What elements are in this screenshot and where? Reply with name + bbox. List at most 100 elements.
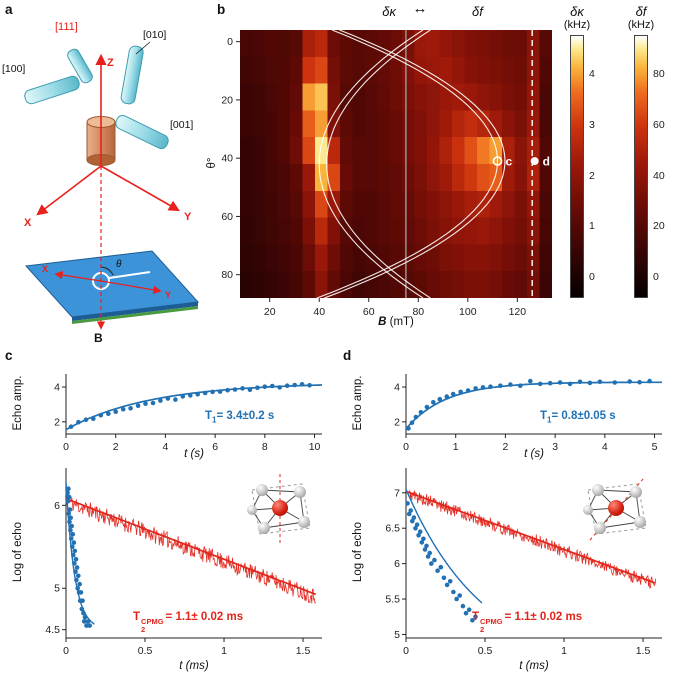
t2-plot-d: 0 0.5 1 1.5 5 5.5 6 6.5 7 t (ms)	[385, 468, 662, 672]
svg-text:8: 8	[262, 441, 268, 453]
svg-text:0: 0	[63, 441, 69, 453]
colorbar1-title: δκ	[570, 4, 584, 19]
svg-text:5: 5	[394, 629, 400, 641]
t2-annotation-d: T CPMG 2 = 1.1± 0.02 ms	[472, 611, 582, 633]
ylabel-echo-amp-c: Echo amp.	[12, 375, 24, 431]
svg-text:0: 0	[403, 441, 409, 453]
marker-label-c: c	[506, 155, 513, 169]
colorbar2-title: δf	[635, 4, 647, 19]
svg-text:0: 0	[403, 645, 409, 657]
colorbar-f-gradient	[634, 35, 648, 298]
svg-text:40: 40	[313, 306, 325, 318]
panel-d-label: d	[343, 348, 352, 363]
svg-text:6: 6	[394, 558, 400, 570]
svg-text:1: 1	[221, 645, 227, 657]
svg-text:4: 4	[162, 441, 168, 453]
t1-plot-c: 0 2 4 6 8 10 2 4 t (s)	[54, 374, 322, 460]
colorbar-f: 0 20 40 60 80	[634, 35, 685, 298]
delta-kappa-symbol: δκ	[382, 4, 396, 19]
svg-text:6: 6	[54, 500, 60, 512]
defect-structure-inset-c	[247, 474, 311, 546]
svg-text:100: 100	[459, 306, 477, 318]
svg-text:4.5: 4.5	[45, 624, 60, 636]
ylabel-echo-amp-d: Echo amp.	[352, 375, 364, 431]
t1-value-c: = 3.4±0.2 s	[216, 410, 275, 422]
panel-a-label: a	[5, 2, 13, 17]
svg-text:5: 5	[652, 441, 658, 453]
t2-sup-c: CPMG	[141, 617, 164, 626]
t2-base-d: T	[472, 611, 480, 623]
t1-sub-d: 1	[547, 415, 552, 425]
svg-text:t (s): t (s)	[184, 448, 204, 460]
svg-text:120: 120	[509, 306, 527, 318]
defect-structure-inset-d	[583, 477, 647, 541]
direction-111-label: [111]	[55, 21, 78, 33]
colorbar-tick: 20	[653, 220, 665, 233]
svg-text:2: 2	[113, 441, 119, 453]
svg-text:0: 0	[227, 36, 233, 48]
svg-text:2: 2	[502, 441, 508, 453]
svg-text:40: 40	[221, 153, 233, 165]
y-axis-label: Y	[184, 211, 192, 223]
heatmap-xlabel: B (mT)	[346, 316, 446, 328]
t1-annotation-d: T1= 0.8±0.05 s	[540, 410, 616, 424]
svg-text:1.5: 1.5	[636, 645, 651, 657]
svg-text:t (s): t (s)	[524, 448, 544, 460]
svg-text:3: 3	[552, 441, 558, 453]
colorbar-tick: 3	[589, 119, 595, 132]
svg-text:4: 4	[394, 382, 400, 394]
t1-value-d: = 0.8±0.05 s	[551, 410, 616, 422]
svg-text:80: 80	[221, 269, 233, 281]
colorbar-tick: 80	[653, 68, 665, 81]
colorbar-tick: 0	[589, 270, 595, 283]
x-axis-arrow	[36, 165, 102, 216]
svg-text:20: 20	[221, 94, 233, 106]
t2-sub-c: 2	[141, 624, 146, 634]
svg-text:0.5: 0.5	[478, 645, 493, 657]
svg-text:t (ms): t (ms)	[519, 660, 549, 672]
colorbar-tick: 40	[653, 169, 665, 182]
svg-text:4: 4	[602, 441, 608, 453]
t2-base-c: T	[133, 611, 141, 623]
panel-a-schematic: Z X Y [111] [010] [100] [001] X Y θ B	[2, 21, 200, 345]
ylabel-log-echo-d: Log of echo	[352, 521, 364, 583]
t1-sub-c: 1	[212, 415, 217, 425]
central-ion	[608, 500, 624, 516]
colorbar-tick: 4	[589, 68, 595, 81]
svg-text:4: 4	[54, 382, 60, 394]
heatmap-ylabel: θ°	[206, 157, 218, 169]
svg-text:1: 1	[561, 645, 567, 657]
svg-text:6.5: 6.5	[385, 523, 400, 535]
heatmap-xlabel-bold: B	[378, 316, 387, 328]
svg-text:60: 60	[221, 211, 233, 223]
t1-base-c: T	[205, 410, 213, 422]
chip-y-label: Y	[165, 290, 171, 300]
colorbar2-unit: (kHz)	[627, 19, 655, 31]
direction-001-label: [001]	[170, 119, 193, 131]
svg-text:20: 20	[264, 306, 276, 318]
chip-x-label: X	[42, 264, 48, 274]
svg-text:2: 2	[394, 416, 400, 428]
t2-sup-d: CPMG	[480, 617, 503, 626]
b-field-label: B	[94, 331, 103, 345]
svg-text:1: 1	[453, 441, 459, 453]
chip	[24, 250, 200, 324]
svg-text:80: 80	[412, 306, 424, 318]
crystal-rod-010	[120, 45, 144, 105]
double-arrow-icon: ↔	[412, 0, 428, 17]
marker-label-d: d	[543, 155, 550, 169]
chip-x-arrow	[54, 270, 102, 282]
svg-text:5.5: 5.5	[385, 594, 400, 606]
crystal-rod-001	[115, 114, 169, 150]
svg-text:5: 5	[54, 583, 60, 595]
svg-text:6: 6	[212, 441, 218, 453]
z-axis-label: Z	[107, 57, 114, 69]
direction-010-pointer	[135, 41, 151, 55]
direction-100-label: [100]	[2, 63, 25, 75]
t2-value-d: = 1.1± 0.02 ms	[504, 611, 583, 623]
chip-y-arrow	[100, 280, 162, 295]
t1-annotation-c: T1= 3.4±0.2 s	[205, 410, 274, 424]
direction-010-label: [010]	[143, 29, 166, 41]
